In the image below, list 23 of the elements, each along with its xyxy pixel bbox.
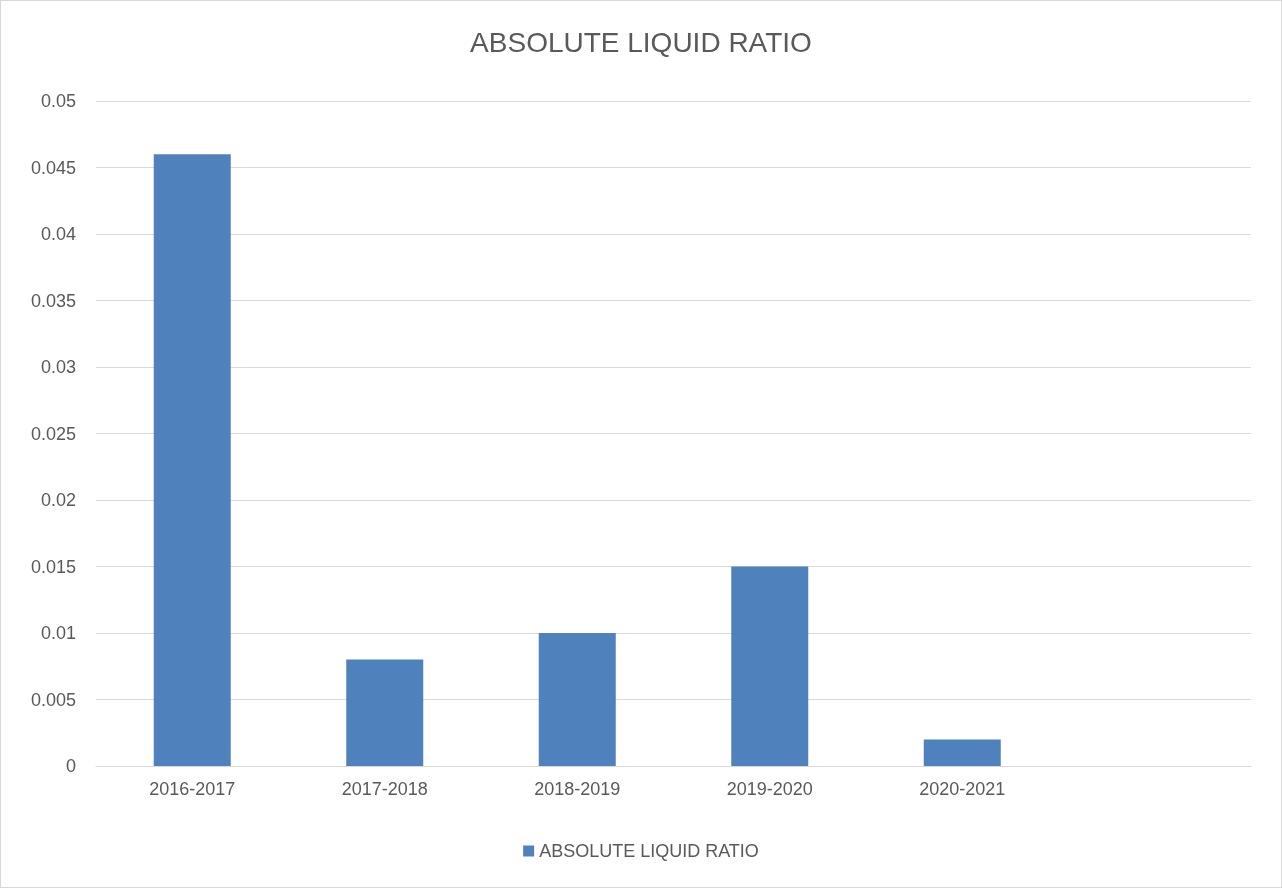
y-tick-label: 0.035 bbox=[30, 290, 76, 311]
x-tick-label: 2016-2017 bbox=[149, 779, 236, 799]
y-tick-label: 0.01 bbox=[40, 623, 76, 643]
x-tick-label: 2018-2019 bbox=[534, 779, 621, 799]
y-tick-label: 0 bbox=[65, 756, 76, 776]
bar bbox=[923, 739, 1001, 766]
chart-title: ABSOLUTE LIQUID RATIO bbox=[470, 26, 812, 58]
y-tick-label: 0.03 bbox=[40, 357, 76, 377]
x-tick-label: 2017-2018 bbox=[341, 779, 428, 799]
x-tick-label: 2019-2020 bbox=[726, 779, 813, 799]
y-tick-label: 0.02 bbox=[40, 490, 76, 510]
x-tick-label: 2020-2021 bbox=[919, 779, 1006, 799]
y-tick-label: 0.015 bbox=[30, 556, 76, 577]
bar bbox=[731, 566, 809, 766]
y-tick-label: 0.025 bbox=[30, 423, 76, 444]
bar bbox=[153, 154, 231, 766]
y-tick-label: 0.04 bbox=[40, 224, 76, 244]
y-tick-label: 0.005 bbox=[30, 689, 76, 710]
y-tick-label: 0.045 bbox=[30, 157, 76, 178]
legend-label: ABSOLUTE LIQUID RATIO bbox=[539, 841, 759, 861]
y-tick-label: 0.05 bbox=[40, 91, 76, 111]
bar bbox=[346, 659, 424, 766]
bar bbox=[538, 633, 616, 766]
